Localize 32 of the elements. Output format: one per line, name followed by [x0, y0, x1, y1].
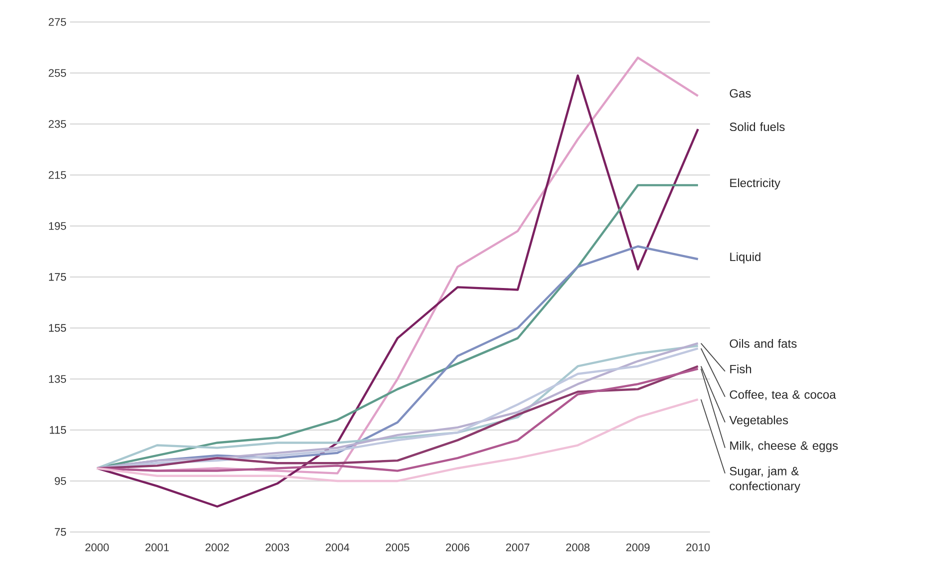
- y-tick-label: 195: [49, 222, 66, 230]
- x-tick-label: 2009: [626, 544, 650, 552]
- text: Solid fuels: [730, 122, 785, 132]
- y-tick-label: 255: [48, 69, 66, 77]
- y-tick-label: 95: [54, 477, 66, 485]
- text: Electricity: [730, 178, 780, 190]
- y-tick-label: 135: [49, 375, 66, 383]
- y-tick-label: 235: [48, 120, 66, 128]
- text: Vegetables: [729, 416, 788, 427]
- text: Coffee, tea & cocoa: [730, 390, 836, 400]
- text: Fish: [730, 364, 752, 374]
- text: Milk, cheese & eggs: [730, 441, 838, 452]
- x-tick-label: 2007: [506, 544, 530, 552]
- y-tick-label: 155: [49, 324, 66, 332]
- text: Gas: [730, 89, 751, 98]
- y-tick-label: 115: [50, 426, 66, 434]
- x-tick-label: 2002: [206, 544, 229, 552]
- y-tick-label: 75: [54, 528, 66, 536]
- x-tick-label: 2000: [85, 544, 109, 552]
- x-tick-label: 2001: [146, 544, 169, 552]
- text: Sugar, jam & confectionary: [730, 466, 800, 493]
- x-tick-label: 2006: [446, 544, 470, 552]
- y-tick-label: 175: [49, 273, 66, 281]
- text: Liquid: [730, 252, 760, 264]
- y-tick-label: 275: [48, 18, 66, 26]
- x-tick-label: 2008: [566, 544, 590, 552]
- x-tick-label: 2004: [326, 544, 350, 552]
- x-tick-label: 2010: [686, 544, 710, 552]
- text: Oils and fats: [730, 339, 797, 348]
- x-tick-label: 2005: [386, 544, 410, 552]
- y-tick-label: 215: [48, 171, 66, 179]
- x-tick-label: 2003: [266, 544, 290, 552]
